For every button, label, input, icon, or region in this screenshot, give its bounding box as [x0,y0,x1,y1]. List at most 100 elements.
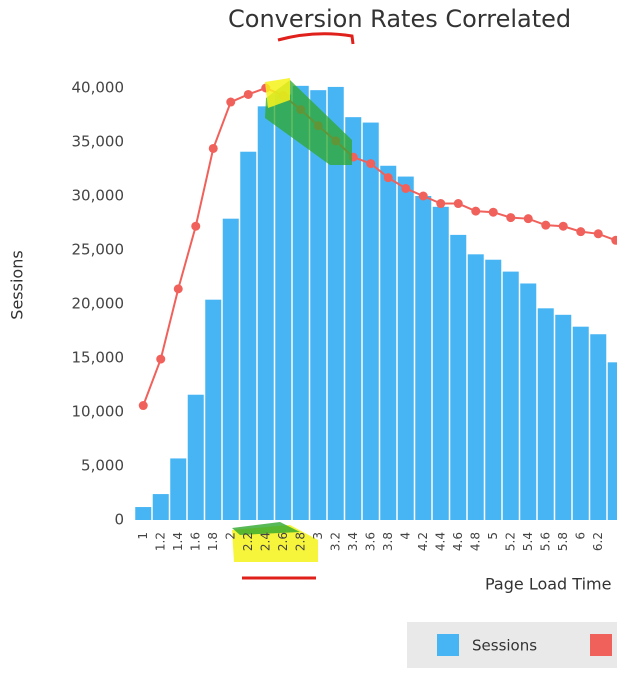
green-highlight [265,80,352,165]
line-point [138,401,148,411]
x-tick-label: 3.6 [363,532,377,551]
bar [362,122,379,520]
y-tick-label: 0 [114,511,124,529]
bar [187,394,204,520]
x-tick-label: 3 [311,532,325,540]
bar [310,90,327,520]
legend: Sessions [437,634,612,656]
x-tick-label: 4.4 [433,532,447,551]
y-tick-label: 10,000 [72,403,125,421]
x-tick-label: 3.8 [381,532,395,551]
line-point [523,214,533,224]
x-tick-label: 4 [398,532,412,540]
red-mark [277,32,355,45]
line-point [208,143,218,153]
x-tick-label: 5.2 [503,532,517,551]
x-tick-label: 5.8 [556,532,570,551]
bar [467,254,484,520]
x-tick-label: 2.8 [293,532,307,551]
y-tick-label: 5,000 [81,457,124,475]
bar [135,507,152,520]
bar [345,117,362,520]
x-tick-label: 4.6 [451,532,465,551]
x-tick-label: 1.4 [171,532,185,551]
green-highlight [232,522,300,535]
line-point [226,97,236,107]
line-point [558,221,568,231]
bar [502,271,519,520]
bar [292,85,309,520]
bar [222,218,239,520]
legend-swatch [590,634,612,656]
chart-title: Conversion Rates Correlated [228,5,571,33]
line-point [453,199,463,209]
line-point [243,89,253,99]
line [142,86,617,406]
line-point [506,213,516,223]
x-tick-label: 5.4 [521,532,535,551]
bar [485,259,502,520]
x-tick-label: 1.8 [206,532,220,551]
bar [327,86,344,521]
bar [397,176,414,520]
plot: 0 5,000 10,000 15,000 20,000 25,000 30,000 35,0… [72,79,617,551]
x-tick-label: 4.8 [468,532,482,551]
x-tick-label: 2 [223,532,237,540]
line-point [471,206,481,216]
bar [275,94,292,520]
bar [170,458,187,520]
line-point [401,183,411,193]
x-tick-label: 2.4 [258,532,272,551]
legend-swatch [437,634,459,656]
line-point [191,221,201,231]
line-point [418,191,428,201]
yellow-highlight [265,78,290,108]
x-tick-label: 1 [136,532,150,540]
bar [152,494,169,520]
legend-label: Sessions [472,637,537,655]
x-tick-label: 2.6 [276,532,290,551]
x-tick-label: 5.6 [538,532,552,551]
bar [607,362,617,520]
line-point [156,354,166,364]
line-point [383,173,393,183]
x-tick-label: 3.4 [346,532,360,551]
x-tick-label: 6 [573,532,587,540]
y-tick-label: 30,000 [72,187,125,205]
line-point [436,199,446,209]
x-tick-label: 3.2 [328,532,342,551]
x-tick-label: 1.2 [153,532,167,551]
y-tick-label: 15,000 [72,349,125,367]
y-tick-label: 40,000 [72,79,125,97]
bar [205,299,222,520]
bar [380,165,397,520]
y-tick-label: 20,000 [72,295,125,313]
line-point [593,229,603,239]
line-point [173,284,183,294]
annotations [242,32,355,580]
line-point [488,207,498,217]
bar [257,106,274,521]
bar [555,314,572,520]
bar [450,234,467,520]
bar [537,308,554,520]
x-tick-label: 4.2 [416,532,430,551]
line-point [541,220,551,230]
line-point [366,159,376,169]
x-axis-title: Page Load Time [485,575,611,594]
bar [572,326,589,520]
bar [590,334,607,520]
x-tick-label: 2.2 [241,532,255,551]
x-tick-label: 6.2 [591,532,605,551]
bar [432,206,449,521]
y-tick-label: 35,000 [72,133,125,151]
highlights [232,522,318,562]
bar [240,151,257,520]
line-point [611,235,617,245]
y-tick-label: 25,000 [72,241,125,259]
x-tick-label: 1.6 [188,532,202,551]
bar [520,283,537,520]
x-tick-label: 5 [486,532,500,540]
line-point [576,227,586,237]
